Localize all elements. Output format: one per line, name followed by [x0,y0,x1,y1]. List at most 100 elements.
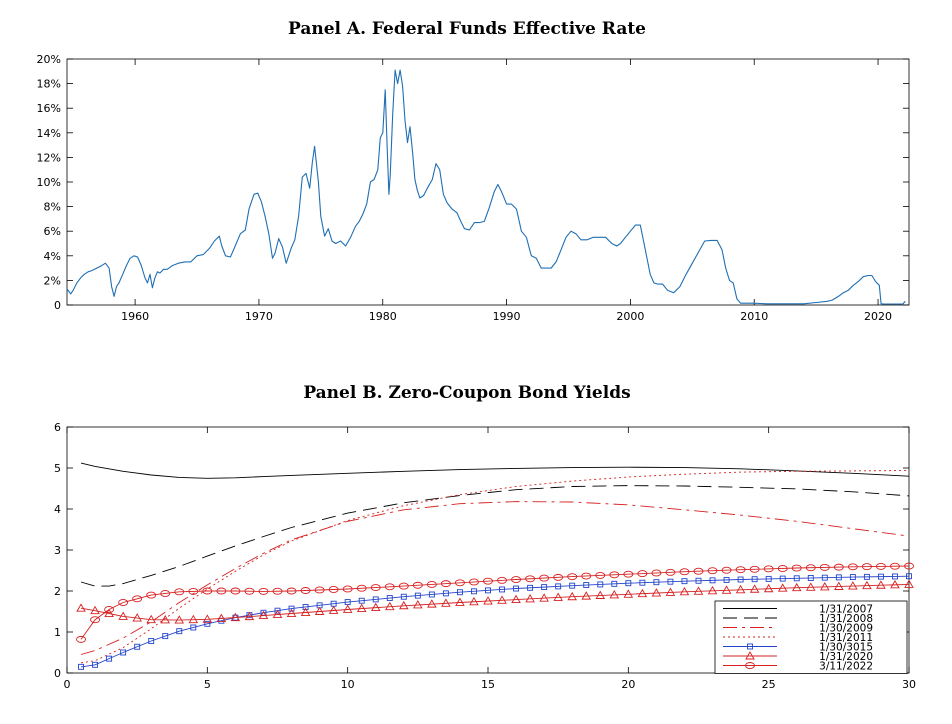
series-1-31-2020-marker [370,602,381,612]
series-1-31-2020-marker [244,611,255,621]
panel-a-y-tick-label: 14% [37,127,61,140]
series-1-31-2020-marker [202,614,213,623]
series-1-31-2020-marker [216,613,227,622]
panel-b-x-tick-label: 5 [204,678,211,691]
series-1-30-3015-marker [92,661,99,668]
series-3-11-2022-marker [847,563,858,571]
series-1-31-2020-marker [679,586,690,596]
legend-label: 1/31/2011 [819,632,873,644]
series-1-31-2020-marker [174,615,185,624]
series-1-30-3015-marker [793,575,800,582]
series-3-11-2022-marker [721,566,732,574]
legend-entry: 1/30/2009 [723,622,873,634]
series-1-31-2020-marker [146,614,156,624]
series-3-11-2022-marker [511,576,522,583]
series-3-11-2022-marker [146,591,157,599]
series-3-11-2022-marker [300,587,311,594]
series-3-11-2022-marker [904,562,914,570]
series-3-11-2022-marker [693,567,704,575]
series-3-11-2022-marker [833,563,844,571]
legend-label: 1/31/2008 [819,613,873,625]
series-3-11-2022-marker [875,562,886,570]
series-1-31-2020-marker [258,610,269,620]
series-1-30-3015-marker [849,574,856,581]
panel-a-y-tick-label: 12% [37,151,61,164]
series-1-30-3015-marker [204,620,211,627]
series-1-31-2020-marker [469,596,479,606]
series-1-31-2020-marker [820,581,830,591]
series-1-31-2020-marker [876,580,886,589]
panel-b-x-tick-label: 15 [481,678,495,691]
series-1-31-2020-marker [441,598,451,607]
series-1-30-3015-marker [765,575,772,582]
series-1-31-2020-marker [427,599,437,608]
series-3-11-2022-marker [244,587,255,595]
legend-marker [747,643,753,650]
series-1-30-3015-marker [751,576,758,583]
series-1-31-2020-marker [384,601,395,611]
legend-label: 3/11/2022 [819,660,873,672]
series-1-30-3015-marker [274,607,281,614]
series-1-31-2020-line [80,583,910,621]
panel-b-y-tick-label: 4 [54,503,61,516]
series-1-30-3015-marker [414,592,421,599]
series-1-30-3015-marker [625,580,632,587]
series-1-31-2020-marker [314,606,325,615]
series-3-11-2022-marker [777,565,788,572]
series-1-31-2020-marker [497,595,507,604]
series-1-31-2007-line [80,462,910,479]
series-1-30-3015-marker [288,605,295,612]
series-1-31-2020-marker [749,584,760,593]
panel-a-y-tick-label: 18% [37,78,61,91]
series-3-11-2022-marker [104,606,115,613]
panel-b-x-tick-label: 30 [902,678,916,691]
series-1-30-3015-marker [835,574,842,581]
series-1-30-3015-marker [162,633,169,640]
series-1-30-3015 [78,573,912,670]
series-1-30-3015-marker [527,584,534,591]
series-3-11-2022-marker [581,572,592,580]
series-3-11-2022-marker [483,577,493,585]
series-3-11-2022-marker [525,575,536,583]
legend-entry: 1/31/2008 [723,613,873,625]
series-3-11-2022-marker [861,563,872,571]
series-1-30-3015-marker [639,579,646,586]
panel-b-y-tick-label: 6 [54,421,61,434]
legend-label: 1/31/2020 [819,651,873,663]
series-1-30-3015-marker [821,574,828,581]
legend-entry: 1/31/2011 [723,632,873,644]
series-1-30-3015-marker [78,663,84,670]
series-1-31-2020-marker [637,588,648,598]
panel-b-x-tick-label: 25 [762,678,776,691]
panel-a-y-tick-label: 10% [37,176,61,189]
series-1-30-3015-marker [106,655,113,662]
series-1-31-2020-marker [342,604,353,613]
series-3-11-2022-marker [328,586,339,593]
series-1-30-3015-marker [386,595,393,602]
series-1-31-2020-marker [763,583,774,593]
series-1-31-2020-marker [693,586,704,595]
panel-a-x-tick-label: 1990 [493,310,521,323]
series-1-31-2020-marker [553,592,563,601]
fed-funds-rate-line [66,69,906,305]
series-1-30-3015-marker [442,590,449,597]
series-1-31-2020-marker [539,593,549,602]
panel-a-x-tick-label: 1980 [369,310,397,323]
series-3-11-2022-marker [805,564,816,572]
series-1-31-2020-marker [862,580,872,590]
series-1-30-3015-marker [906,573,912,580]
series-3-11-2022-marker [637,570,648,578]
series-1-31-2020-marker [76,603,86,612]
series-3-11-2022-marker [356,584,367,592]
series-1-31-2020-marker [160,614,171,624]
series-1-30-3015-marker [569,582,576,589]
series-1-30-2009 [80,501,910,655]
series-3-11-2022-marker [426,580,437,588]
series-1-30-3015-marker [779,575,786,582]
series-1-30-3015-marker [358,597,365,604]
series-3-11-2022-marker [819,563,830,571]
panel-a-y-tick-label: 8% [44,201,61,214]
series-1-31-2020-marker [721,585,732,594]
panel-a-y-tick-label: 20% [37,53,61,66]
series-1-31-2020-marker [707,585,718,595]
